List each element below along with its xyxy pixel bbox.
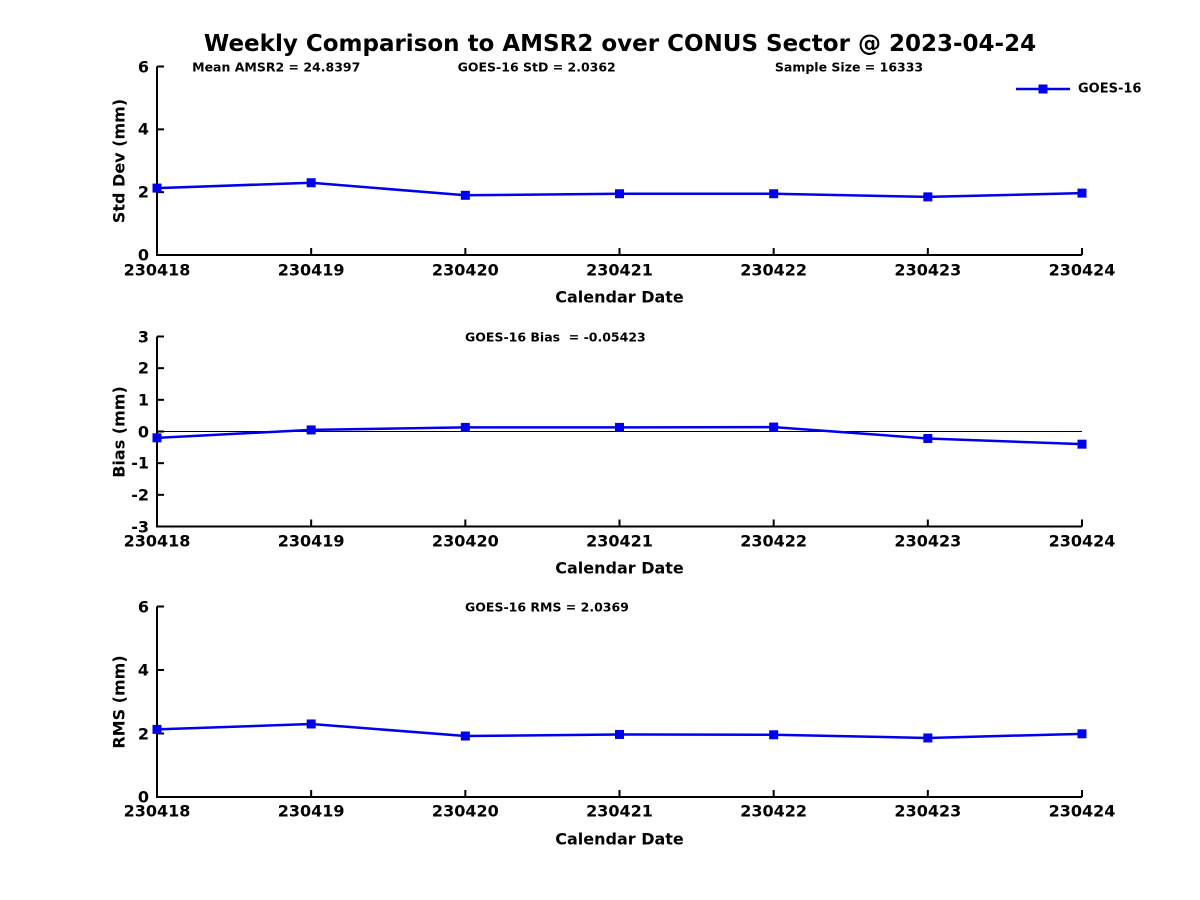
- legend-marker: [1038, 84, 1048, 94]
- x-tick-label: 230421: [586, 260, 653, 280]
- data-point-marker: [923, 733, 933, 743]
- y-tick-label: 4: [137, 660, 149, 680]
- y-axis-label: Std Dev (mm): [109, 98, 129, 223]
- panel-annotation: GOES-16 RMS = 2.0369: [465, 599, 629, 615]
- y-tick-label: 1: [137, 390, 149, 410]
- x-tick-label: 230423: [894, 260, 962, 280]
- legend-label: GOES-16: [1078, 81, 1142, 97]
- data-point-marker: [152, 433, 162, 443]
- data-point-marker: [1077, 729, 1087, 739]
- x-tick-label: 230419: [277, 801, 345, 821]
- data-point-marker: [1077, 439, 1087, 449]
- x-tick-label: 230420: [431, 260, 499, 280]
- y-tick-label: 2: [137, 724, 149, 743]
- x-tick-label: 230423: [894, 801, 962, 821]
- y-tick-label: 6: [137, 57, 149, 76]
- x-tick-label: 230418: [123, 531, 191, 551]
- y-tick-label: 3: [137, 327, 149, 346]
- y-tick-label: -2: [131, 485, 149, 505]
- x-tick-label: 230420: [431, 531, 499, 551]
- y-tick-label: 2: [137, 358, 149, 378]
- x-tick-label: 230424: [1048, 801, 1116, 821]
- panel-annotation: GOES-16 Bias = -0.05423: [465, 329, 646, 345]
- data-point-marker: [152, 183, 162, 193]
- data-point-marker: [769, 189, 779, 199]
- x-tick-label: 230424: [1048, 260, 1116, 280]
- data-point-marker: [152, 724, 162, 734]
- x-tick-label: 230419: [277, 531, 345, 551]
- y-tick-label: -1: [131, 453, 149, 473]
- data-point-marker: [615, 729, 624, 739]
- y-tick-label: 2: [137, 182, 149, 202]
- x-tick-label: 230418: [123, 260, 191, 280]
- x-tick-label: 230418: [123, 801, 191, 821]
- y-axis-label: RMS (mm): [109, 655, 129, 749]
- data-point-marker: [923, 192, 933, 202]
- y-tick-label: 4: [137, 119, 149, 139]
- y-tick-label: -3: [131, 517, 149, 536]
- panel-annotation: GOES-16 StD = 2.0362: [457, 59, 616, 75]
- data-point-marker: [306, 719, 316, 729]
- data-point-marker: [923, 433, 933, 443]
- y-axis-label: Bias (mm): [109, 385, 129, 478]
- x-tick-label: 230420: [431, 801, 499, 821]
- x-tick-label: 230422: [740, 260, 808, 280]
- data-point-marker: [615, 422, 624, 432]
- y-tick-label: 0: [137, 422, 149, 441]
- x-axis-label: Calendar Date: [555, 558, 684, 578]
- data-point-marker: [769, 422, 779, 432]
- y-tick-label: 6: [137, 597, 149, 616]
- data-point-marker: [460, 731, 470, 741]
- figure-title: Weekly Comparison to AMSR2 over CONUS Se…: [203, 31, 1037, 57]
- x-tick-label: 230422: [740, 801, 808, 821]
- x-tick-label: 230419: [277, 260, 345, 280]
- data-point-marker: [460, 422, 470, 432]
- data-point-marker: [1077, 188, 1087, 198]
- data-point-marker: [306, 425, 316, 435]
- x-tick-label: 230421: [586, 801, 653, 821]
- x-tick-label: 230423: [894, 531, 962, 551]
- panel-annotation: Sample Size = 16333: [774, 59, 924, 75]
- x-axis-label: Calendar Date: [555, 287, 684, 307]
- panel-annotation: Mean AMSR2 = 24.8397: [192, 59, 361, 75]
- x-axis-label: Calendar Date: [555, 829, 684, 849]
- y-tick-label: 0: [137, 245, 149, 265]
- x-tick-label: 230421: [586, 531, 653, 551]
- data-point-marker: [769, 730, 779, 740]
- x-tick-label: 230424: [1048, 531, 1116, 551]
- x-tick-label: 230422: [740, 531, 808, 551]
- data-point-marker: [615, 189, 624, 199]
- data-point-marker: [460, 190, 470, 200]
- y-tick-label: 0: [137, 787, 149, 807]
- data-point-marker: [306, 178, 316, 188]
